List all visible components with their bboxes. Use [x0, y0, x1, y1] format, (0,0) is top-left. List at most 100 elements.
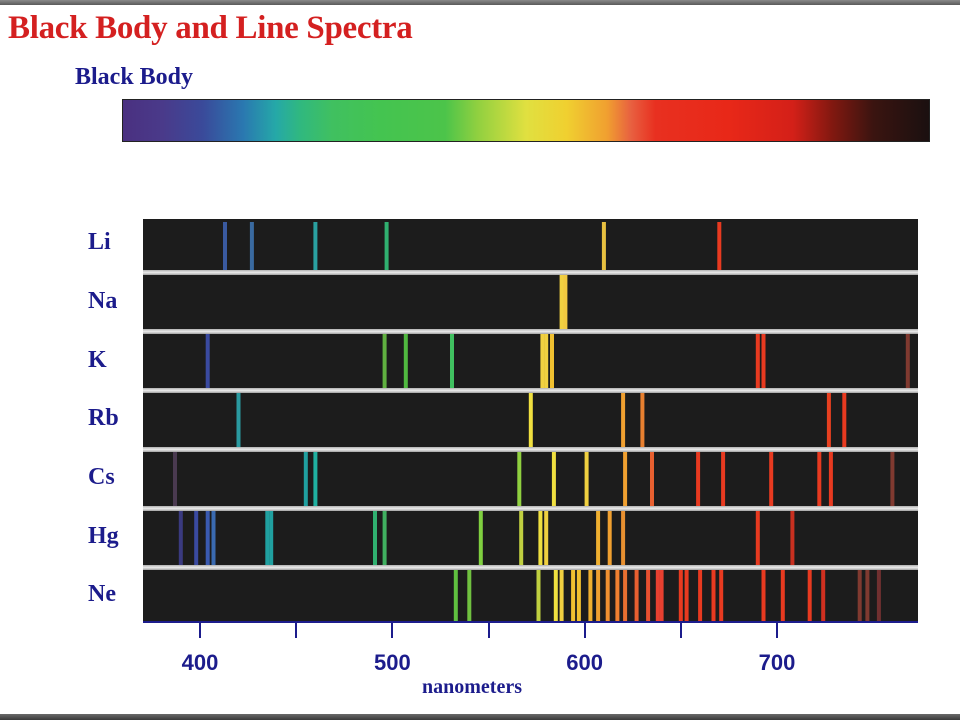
spectral-line-ne-660 — [698, 570, 703, 621]
spectral-line-cs-659 — [696, 452, 701, 506]
element-label-rb: Rb — [88, 405, 119, 431]
spectral-line-na-588 — [559, 275, 564, 329]
spectral-line-k-690 — [755, 334, 760, 388]
spectral-line-li-413 — [223, 222, 227, 270]
axis-tick-450 — [295, 622, 298, 638]
spectral-line-ne-576 — [536, 570, 541, 621]
spectral-line-cs-584 — [551, 452, 556, 506]
spectral-line-cs-722 — [817, 452, 822, 506]
tick-label-500: 500 — [373, 650, 411, 675]
spectral-line-ne-603 — [588, 570, 593, 621]
blackbody-spectrum-bar — [122, 99, 930, 142]
spectral-line-hg-437 — [269, 511, 274, 565]
spectral-line-ne-693 — [761, 570, 766, 621]
element-label-na: Na — [88, 288, 118, 314]
spectral-line-rb-735 — [842, 393, 847, 447]
spectral-line-rb-620 — [621, 393, 626, 447]
spectral-line-cs-760 — [890, 452, 895, 506]
spectral-line-cs-697 — [769, 452, 774, 506]
spectral-line-ne-607 — [596, 570, 601, 621]
spectral-line-ne-724 — [821, 570, 826, 621]
spectral-line-ne-594 — [571, 570, 576, 621]
spectral-line-hg-435 — [265, 511, 270, 565]
element-label-hg: Hg — [88, 523, 119, 549]
tick-label-600: 600 — [566, 650, 604, 675]
tick-label-400: 400 — [181, 650, 219, 675]
axis-tick-550 — [487, 622, 490, 638]
spectral-line-hg-580 — [544, 511, 549, 565]
blackbody-label: Black Body — [75, 64, 194, 90]
spectral-line-ne-638 — [655, 570, 660, 621]
spectral-line-cs-566 — [517, 452, 522, 506]
spectral-line-ne-585 — [553, 570, 558, 621]
spectral-line-cs-672 — [721, 452, 726, 506]
spectral-line-cs-635 — [650, 452, 654, 506]
spectral-line-k-583 — [550, 334, 554, 388]
spectral-line-k-580 — [544, 334, 549, 388]
spectral-line-cs-387 — [173, 452, 177, 506]
spectral-line-ne-612 — [605, 570, 610, 621]
axis-tick-400 — [199, 622, 201, 638]
spectral-line-li-427 — [249, 222, 254, 270]
spectral-line-k-693 — [761, 334, 766, 388]
spectral-line-ne-671 — [719, 570, 724, 621]
spectral-line-ne-640 — [659, 570, 664, 621]
spectral-line-rb-572 — [528, 393, 533, 447]
spectral-line-li-610 — [601, 222, 606, 270]
axis-tick-700 — [776, 622, 778, 638]
row-separator — [143, 270, 918, 275]
spectral-line-hg-546 — [478, 511, 483, 565]
spectral-line-k-578 — [540, 334, 545, 388]
spectral-line-hg-577 — [538, 511, 543, 565]
spectral-line-k-507 — [403, 334, 408, 388]
row-separator — [143, 329, 918, 334]
spectral-line-cs-601 — [584, 452, 589, 506]
axis-tick-600 — [583, 622, 586, 638]
spectral-line-ne-533 — [453, 570, 458, 621]
page-title: Black Body and Line Spectra — [8, 10, 413, 46]
spectral-line-hg-407 — [211, 511, 216, 565]
element-label-k: K — [88, 347, 107, 373]
spectral-line-hg-491 — [373, 511, 377, 565]
spectral-line-ne-617 — [615, 570, 620, 621]
spectral-line-ne-597 — [576, 570, 581, 621]
spectral-line-hg-390 — [178, 511, 183, 565]
spectral-line-li-497 — [384, 222, 389, 270]
spectral-line-li-670 — [717, 222, 722, 270]
spectral-line-ne-540 — [467, 570, 472, 621]
spectral-line-rb-727 — [826, 393, 831, 447]
spectral-line-k-496 — [382, 334, 387, 388]
axis-tick-500 — [391, 622, 394, 638]
spectral-line-k-531 — [450, 334, 454, 388]
spectral-line-ne-747 — [865, 570, 870, 621]
spectral-line-ne-650 — [678, 570, 683, 621]
spectral-line-rb-630 — [640, 393, 645, 447]
row-separator — [143, 447, 918, 452]
tick-label-700: 700 — [758, 650, 796, 675]
spectral-line-k-768 — [905, 334, 910, 388]
wavelength-axis-line — [143, 621, 918, 623]
spectral-line-hg-708 — [790, 511, 795, 565]
spectral-line-ne-717 — [807, 570, 812, 621]
spectral-line-hg-607 — [596, 511, 601, 565]
spectral-line-li-460 — [313, 222, 318, 270]
element-label-cs: Cs — [88, 464, 115, 490]
row-separator — [143, 506, 918, 511]
spectral-line-hg-567 — [519, 511, 524, 565]
spectral-line-ne-621 — [623, 570, 628, 621]
spectral-line-ne-627 — [634, 570, 639, 621]
axis-title: nanometers — [422, 676, 522, 698]
spectral-line-hg-398 — [194, 511, 199, 565]
spectral-line-cs-460 — [313, 452, 318, 506]
spectral-line-ne-653 — [684, 570, 689, 621]
top-frame-border — [0, 0, 960, 5]
axis-tick-650 — [679, 622, 682, 638]
spectral-line-hg-496 — [382, 511, 387, 565]
row-separator — [143, 565, 918, 570]
spectral-line-ne-753 — [876, 570, 881, 621]
spectral-line-ne-633 — [646, 570, 651, 621]
spectral-line-ne-588 — [559, 570, 564, 621]
spectral-line-hg-613 — [607, 511, 612, 565]
spectral-line-cs-621 — [623, 452, 628, 506]
row-separator — [143, 388, 918, 393]
